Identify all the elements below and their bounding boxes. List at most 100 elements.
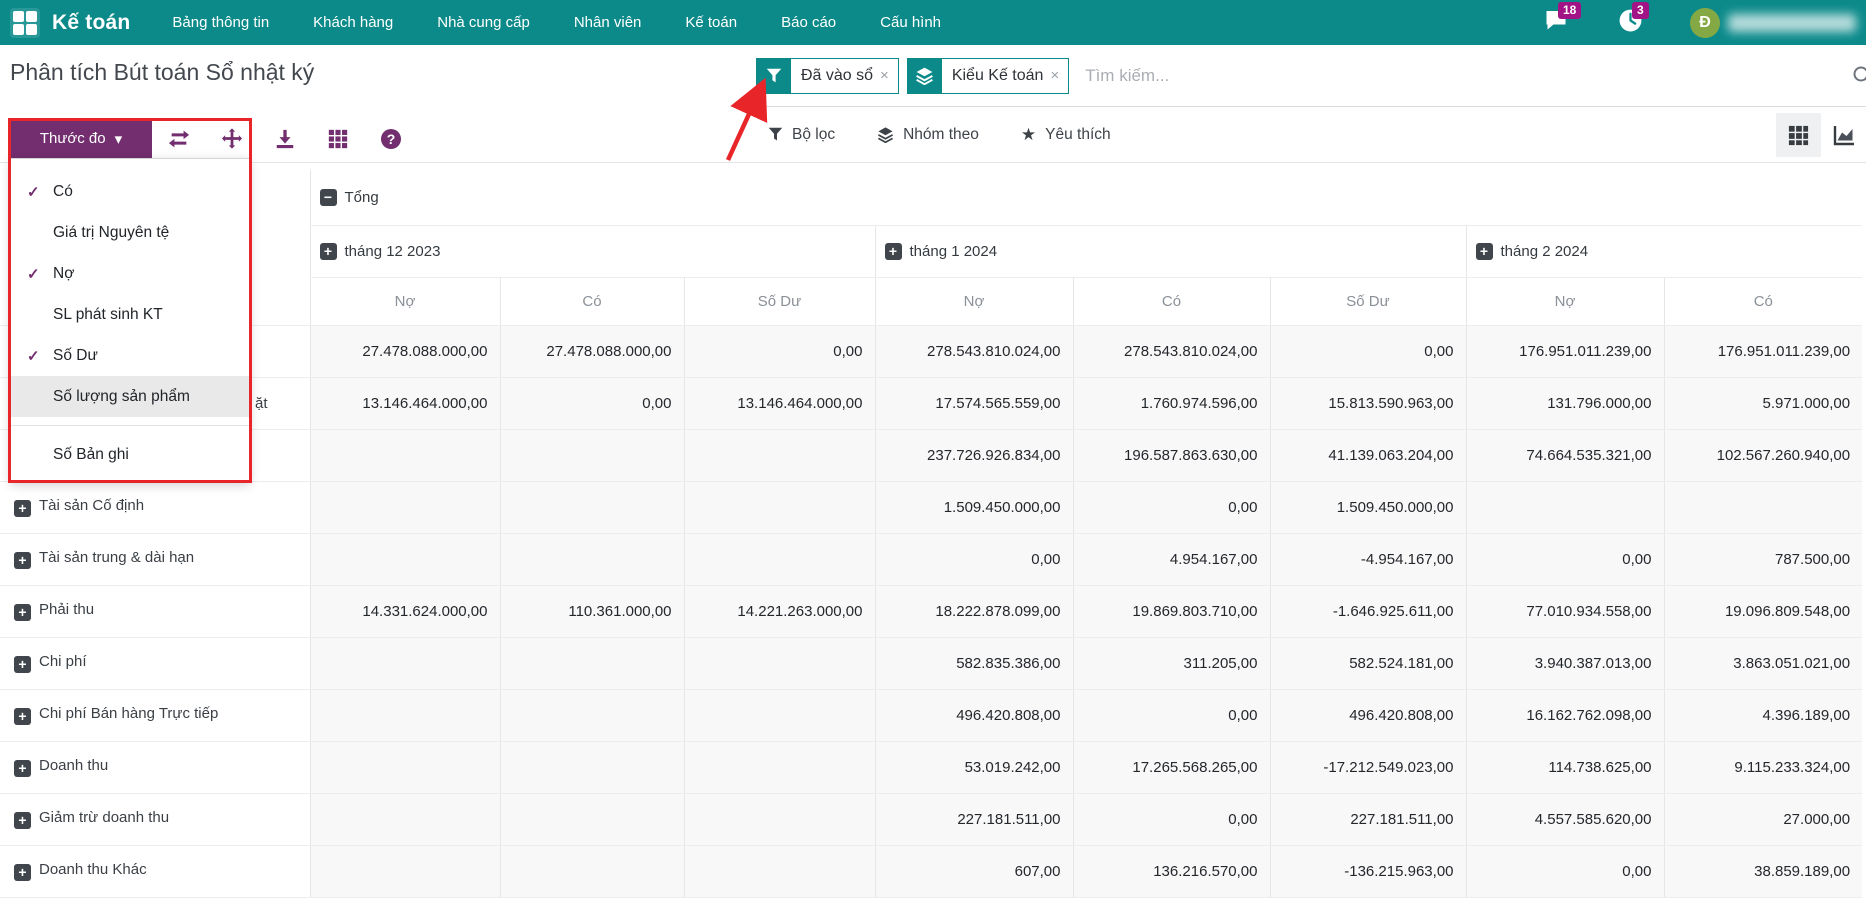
pivot-value-cell[interactable]: 278.543.810.024,00: [1072, 325, 1270, 378]
pivot-value-cell[interactable]: 176.951.011.239,00: [1663, 325, 1863, 378]
pivot-value-cell[interactable]: [1663, 481, 1863, 534]
pivot-value-cell[interactable]: 787.500,00: [1663, 533, 1863, 586]
pivot-value-cell[interactable]: [683, 689, 875, 742]
pivot-value-cell[interactable]: 18.222.878.099,00: [874, 585, 1073, 638]
pivot-value-cell[interactable]: 0,00: [499, 377, 684, 430]
pivot-value-cell[interactable]: 41.139.063.204,00: [1269, 429, 1466, 482]
pivot-value-cell[interactable]: 1.509.450.000,00: [874, 481, 1073, 534]
pivot-view-button[interactable]: [1776, 113, 1821, 157]
expand-all-icon[interactable]: [221, 128, 243, 150]
pivot-value-cell[interactable]: [309, 689, 500, 742]
pivot-value-cell[interactable]: -136.215.963,00: [1269, 845, 1466, 898]
search-bar[interactable]: Đã vào sổ × Kiểu Kế toán × Tìm kiếm...: [745, 45, 1866, 107]
pivot-value-cell[interactable]: 110.361.000,00: [499, 585, 684, 638]
pivot-value-cell[interactable]: 9.115.233.324,00: [1663, 741, 1863, 794]
activities-button[interactable]: 3: [1616, 1, 1649, 37]
pivot-value-cell[interactable]: [499, 793, 684, 846]
pivot-row-label[interactable]: + Tài sản trung & dài hạn: [0, 533, 310, 586]
pivot-value-cell[interactable]: 19.096.809.548,00: [1663, 585, 1863, 638]
pivot-value-cell[interactable]: 77.010.934.558,00: [1465, 585, 1664, 638]
pivot-value-cell[interactable]: 0,00: [1269, 325, 1466, 378]
pivot-value-cell[interactable]: [1465, 481, 1664, 534]
pivot-value-cell[interactable]: 227.181.511,00: [1269, 793, 1466, 846]
pivot-value-cell[interactable]: [683, 637, 875, 690]
apps-grid-icon[interactable]: [10, 7, 40, 38]
pivot-value-cell[interactable]: [683, 793, 875, 846]
pivot-value-cell[interactable]: 278.543.810.024,00: [874, 325, 1073, 378]
facet-remove-icon[interactable]: ×: [880, 67, 889, 84]
pivot-value-cell[interactable]: 227.181.511,00: [874, 793, 1073, 846]
expand-plus-icon[interactable]: +: [14, 603, 31, 621]
pivot-measure-header[interactable]: Số Dư: [683, 277, 875, 326]
topbar-menu-item[interactable]: Nhân viên: [573, 14, 642, 31]
collapse-minus-icon[interactable]: −: [319, 188, 337, 206]
pivot-value-cell[interactable]: [499, 429, 684, 482]
pivot-value-cell[interactable]: 0,00: [1465, 845, 1664, 898]
pivot-row-label[interactable]: + Tài sản Cố định: [0, 481, 310, 534]
pivot-value-cell[interactable]: [683, 741, 875, 794]
pivot-value-cell[interactable]: [499, 533, 684, 586]
search-icon[interactable]: [1851, 64, 1866, 93]
pivot-measure-header[interactable]: Có: [1072, 277, 1270, 326]
expand-plus-icon[interactable]: +: [14, 759, 31, 777]
pivot-value-cell[interactable]: [309, 429, 500, 482]
pivot-value-cell[interactable]: 582.524.181,00: [1269, 637, 1466, 690]
pivot-measure-header[interactable]: Có: [499, 277, 684, 326]
user-menu[interactable]: Đ: [1690, 7, 1856, 38]
expand-plus-icon[interactable]: +: [14, 551, 31, 569]
pivot-value-cell[interactable]: 0,00: [683, 325, 875, 378]
pivot-value-cell[interactable]: 0,00: [874, 533, 1073, 586]
pivot-value-cell[interactable]: [309, 741, 500, 794]
pivot-value-cell[interactable]: 496.420.808,00: [1269, 689, 1466, 742]
expand-plus-icon[interactable]: +: [319, 242, 337, 260]
pivot-total-header[interactable]: − Tổng: [309, 170, 1863, 226]
pivot-value-cell[interactable]: [309, 637, 500, 690]
pivot-value-cell[interactable]: [499, 637, 684, 690]
pivot-value-cell[interactable]: -17.212.549.023,00: [1269, 741, 1466, 794]
pivot-value-cell[interactable]: [309, 481, 500, 534]
pivot-measure-header[interactable]: Nợ: [1465, 277, 1664, 326]
flip-axis-icon[interactable]: [168, 128, 190, 150]
pivot-value-cell[interactable]: 131.796.000,00: [1465, 377, 1664, 430]
topbar-menu-item[interactable]: Bảng thông tin: [172, 14, 270, 31]
app-brand[interactable]: Kế toán: [52, 10, 131, 34]
measure-menu-item[interactable]: Số Bản ghi: [11, 434, 249, 475]
pivot-value-cell[interactable]: 19.869.803.710,00: [1072, 585, 1270, 638]
pivot-value-cell[interactable]: [683, 845, 875, 898]
pivot-value-cell[interactable]: 607,00: [874, 845, 1073, 898]
pivot-value-cell[interactable]: 13.146.464.000,00: [309, 377, 500, 430]
expand-plus-icon[interactable]: +: [14, 655, 31, 673]
measure-menu-item[interactable]: ✓ Có: [11, 171, 249, 212]
topbar-menu-item[interactable]: Cấu hình: [880, 14, 942, 31]
pivot-value-cell[interactable]: -4.954.167,00: [1269, 533, 1466, 586]
pivot-value-cell[interactable]: 27.478.088.000,00: [309, 325, 500, 378]
pivot-value-cell[interactable]: 0,00: [1072, 689, 1270, 742]
pivot-value-cell[interactable]: [499, 689, 684, 742]
pivot-measure-header[interactable]: Có: [1663, 277, 1863, 326]
pivot-value-cell[interactable]: 582.835.386,00: [874, 637, 1073, 690]
measure-menu-item[interactable]: Số lượng sản phẩm: [11, 376, 249, 417]
topbar-menu-item[interactable]: Báo cáo: [781, 14, 837, 31]
expand-plus-icon[interactable]: +: [1475, 242, 1493, 260]
pivot-value-cell[interactable]: 4.557.585.620,00: [1465, 793, 1664, 846]
pivot-month-header[interactable]: + tháng 1 2024: [874, 225, 1466, 278]
messages-button[interactable]: 18: [1542, 1, 1582, 37]
pivot-row-label[interactable]: + Phải thu: [0, 585, 310, 638]
pivot-value-cell[interactable]: 176.951.011.239,00: [1465, 325, 1664, 378]
pivot-value-cell[interactable]: [683, 481, 875, 534]
pivot-value-cell[interactable]: 53.019.242,00: [874, 741, 1073, 794]
table-grid-icon[interactable]: [327, 128, 349, 150]
pivot-value-cell[interactable]: 1.509.450.000,00: [1269, 481, 1466, 534]
measure-menu-item[interactable]: SL phát sinh KT: [11, 294, 249, 335]
search-input[interactable]: Tìm kiếm...: [1085, 65, 1170, 85]
favorites-button[interactable]: ★ Yêu thích: [1020, 125, 1111, 144]
pivot-value-cell[interactable]: 4.396.189,00: [1663, 689, 1863, 742]
pivot-value-cell[interactable]: 1.760.974.596,00: [1072, 377, 1270, 430]
pivot-value-cell[interactable]: 27.000,00: [1663, 793, 1863, 846]
measure-menu-item[interactable]: ✓ Nợ: [11, 253, 249, 294]
measures-button[interactable]: Thước đo ▾: [10, 119, 152, 158]
pivot-value-cell[interactable]: 27.478.088.000,00: [499, 325, 684, 378]
pivot-value-cell[interactable]: [499, 481, 684, 534]
topbar-menu-item[interactable]: Kế toán: [685, 14, 738, 31]
pivot-value-cell[interactable]: 14.331.624.000,00: [309, 585, 500, 638]
